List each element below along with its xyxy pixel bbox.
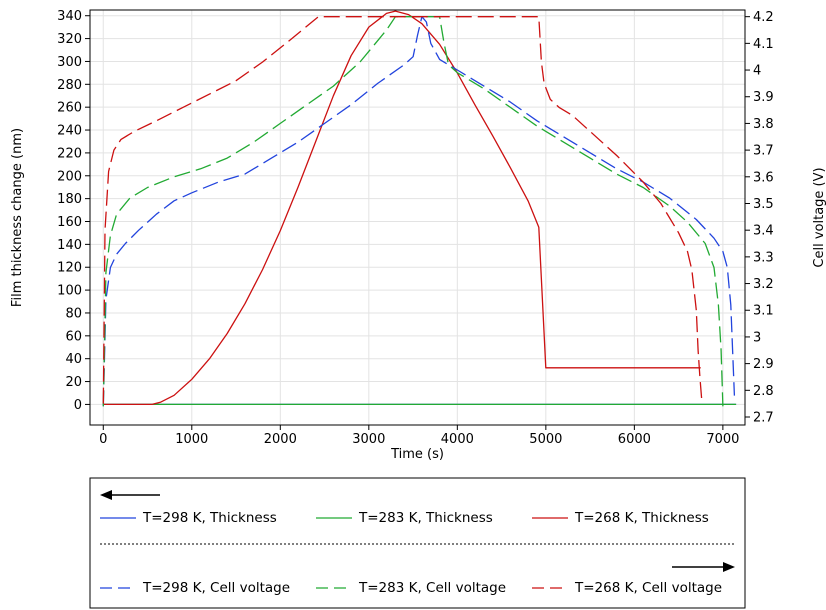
y2-tick-label: 3.8 xyxy=(753,117,774,132)
y-tick-label: 180 xyxy=(57,192,82,207)
y2-tick-label: 3.7 xyxy=(753,144,774,159)
legend-right-arrowhead xyxy=(723,562,735,572)
y-axis-left: 0 20 40 60 80 100 120 140 160 180 200 220 240 260 280 3… xyxy=(57,9,90,413)
grid xyxy=(90,10,745,425)
y-tick-label: 200 xyxy=(57,169,82,184)
y-tick-label: 120 xyxy=(57,261,82,276)
x-axis-label: Time (s) xyxy=(390,447,444,462)
y2-tick-label: 3.3 xyxy=(753,250,774,265)
y-tick-label: 220 xyxy=(57,146,82,161)
y-tick-label: 260 xyxy=(57,101,82,116)
legend-left-arrowhead xyxy=(100,490,112,500)
legend-entry: T=283 K, Cell voltage xyxy=(358,580,506,596)
legend-entry: T=298 K, Cell voltage xyxy=(142,580,290,596)
y2-tick-label: 3.5 xyxy=(753,197,774,212)
y2-tick-label: 4.1 xyxy=(753,37,774,52)
legend-entry: T=283 K, Thickness xyxy=(358,510,493,526)
y-tick-label: 160 xyxy=(57,215,82,230)
y2-tick-label: 2.7 xyxy=(753,410,774,425)
series-line-4 xyxy=(102,16,736,407)
y2-tick-label: 2.8 xyxy=(753,384,774,399)
y-tick-label: 0 xyxy=(74,398,82,413)
y-tick-label: 60 xyxy=(65,329,82,344)
y2-tick-label: 3.1 xyxy=(753,304,774,319)
y2-axis-label: Cell voltage (V) xyxy=(812,167,826,267)
y2-tick-label: 3.6 xyxy=(753,170,774,185)
y-tick-label: 280 xyxy=(57,78,82,93)
y2-tick-label: 3 xyxy=(753,330,761,345)
y-tick-label: 100 xyxy=(57,284,82,299)
plot-frame xyxy=(89,9,746,426)
legend-entry: T=268 K, Cell voltage xyxy=(574,580,722,596)
x-tick-label: 4000 xyxy=(441,432,474,447)
series-line-3 xyxy=(103,10,701,406)
x-tick-label: 5000 xyxy=(529,432,562,447)
plot-area xyxy=(102,10,737,407)
y-tick-label: 300 xyxy=(57,55,82,70)
y-tick-label: 140 xyxy=(57,238,82,253)
legend-entry: T=268 K, Thickness xyxy=(574,510,709,526)
y2-tick-label: 4 xyxy=(753,64,761,79)
x-axis: 0 1000 2000 3000 4000 5000 6000 7000 xyxy=(99,425,739,447)
x-tick-label: 3000 xyxy=(352,432,385,447)
series-line-6 xyxy=(102,16,703,404)
y-axis-right: 2.7 2.8 2.9 3 3.1 3.2 3.3 3.4 3.5 3.6 3.7 3.8 3.9 4 4.… xyxy=(745,10,774,425)
y2-tick-label: 3.2 xyxy=(753,277,774,292)
y2-tick-label: 4.2 xyxy=(753,10,774,25)
legend: T=298 K, Thickness T=283 K, Thickness T=26… xyxy=(89,477,746,609)
y-tick-label: 20 xyxy=(65,375,82,390)
y2-tick-label: 2.9 xyxy=(753,357,774,372)
y2-tick-label: 3.9 xyxy=(753,90,774,105)
series-line-5 xyxy=(102,16,724,407)
x-tick-label: 7000 xyxy=(706,432,739,447)
legend-entry: T=298 K, Thickness xyxy=(142,510,277,526)
y-tick-label: 40 xyxy=(65,352,82,367)
x-tick-label: 0 xyxy=(99,432,107,447)
y-tick-label: 340 xyxy=(57,9,82,24)
x-tick-label: 1000 xyxy=(175,432,208,447)
y-axis-label: Film thickness change (nm) xyxy=(10,128,25,307)
y-tick-label: 320 xyxy=(57,32,82,47)
y-tick-label: 240 xyxy=(57,124,82,139)
legend-box xyxy=(89,477,746,609)
x-tick-label: 6000 xyxy=(618,432,651,447)
y2-tick-label: 3.4 xyxy=(753,224,774,239)
x-tick-label: 2000 xyxy=(264,432,297,447)
y-tick-label: 80 xyxy=(65,306,82,321)
